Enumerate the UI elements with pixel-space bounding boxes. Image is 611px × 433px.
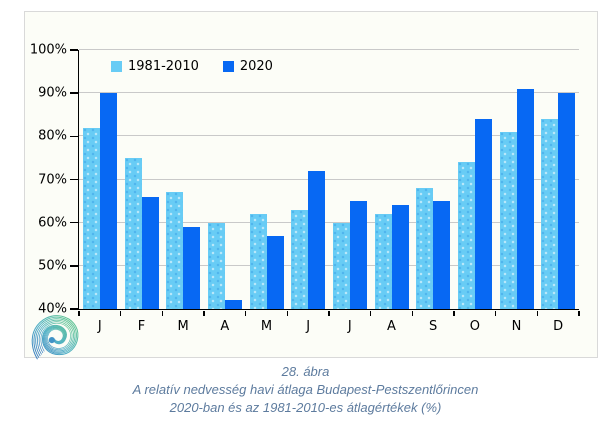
x-axis-tick: [328, 310, 330, 316]
y-axis-tick: [69, 178, 78, 181]
bar-2020-month-6: [308, 170, 326, 309]
bar-1981-2010-month-4: [207, 222, 225, 309]
legend-item-1981-2010: 1981-2010: [111, 59, 199, 74]
bar-2020-month-8: [391, 205, 409, 309]
x-axis-tick: [203, 310, 205, 316]
bar-1981-2010-month-10: [457, 162, 475, 309]
y-axis-label-70%: 70%: [38, 172, 67, 187]
spiral-strands: [31, 315, 79, 360]
legend-swatch-1981-2010: [111, 61, 122, 72]
y-axis-label-80%: 80%: [38, 128, 67, 144]
month-group-1: [79, 50, 121, 309]
month-group-4: [204, 50, 246, 309]
bar-2020-month-9: [433, 201, 451, 309]
y-axis-tick: [69, 92, 78, 94]
x-axis-tick: [536, 310, 539, 316]
x-axis-tick: [244, 310, 247, 316]
legend-label-2020: 2020: [239, 59, 273, 74]
y-axis-tick: [69, 135, 78, 138]
bar-1981-2010-month-3: [166, 192, 184, 309]
gridline-80%: [79, 135, 579, 137]
x-axis-tick: [411, 310, 414, 316]
x-axis-label-7: J: [347, 319, 352, 334]
bar-2020-month-12: [558, 93, 576, 309]
bar-groups: [79, 50, 579, 309]
bar-2020-month-11: [516, 88, 534, 309]
month-group-11: [496, 50, 538, 309]
x-axis-label-1: J: [97, 319, 102, 334]
chart-frame: 1981-2010 2020 40% 50% 60% 70% 80% 90% 100% J F M…: [24, 11, 598, 358]
month-group-8: [371, 50, 413, 309]
gridline-90%: [79, 92, 579, 94]
bar-1981-2010-month-6: [291, 209, 309, 309]
x-axis-label-11: N: [511, 319, 522, 334]
bar-2020-month-5: [266, 235, 284, 309]
gridline-70%: [79, 178, 579, 180]
x-axis-label-8: A: [387, 319, 396, 334]
y-axis-tick: [69, 308, 78, 310]
y-axis-tick: [69, 221, 78, 224]
x-axis-tick: [119, 310, 122, 316]
x-axis-tick: [453, 310, 455, 316]
y-axis-label-100%: 100%: [29, 42, 67, 58]
caption-subtitle: 2020-ban és az 1981-2010-es átlagértékek…: [169, 400, 442, 415]
x-axis-tick: [78, 310, 80, 316]
x-axis-label-12: D: [553, 319, 564, 334]
month-group-5: [246, 50, 288, 309]
bar-2020-month-4: [224, 300, 242, 309]
bar-1981-2010-month-11: [499, 132, 517, 309]
month-group-2: [121, 50, 163, 309]
spiral-center-dot: [48, 336, 55, 344]
x-axis-tick: [494, 310, 497, 316]
bar-1981-2010-month-2: [124, 157, 142, 309]
x-axis-label-10: O: [469, 319, 480, 334]
gridline-50%: [79, 264, 579, 266]
caption-title: A relatív nedvesség havi átlaga Budapest…: [132, 382, 479, 397]
x-axis-tick: [578, 310, 580, 316]
month-group-10: [454, 50, 496, 309]
y-axis-label-90%: 90%: [38, 85, 67, 101]
x-axis-label-2: F: [137, 319, 146, 334]
x-axis-tick: [286, 310, 289, 316]
bar-1981-2010-month-12: [541, 119, 559, 309]
gridline-100%: [79, 49, 579, 50]
y-axis-label-40%: 40%: [38, 301, 67, 317]
bar-1981-2010-month-7: [332, 222, 350, 309]
bar-2020-month-3: [183, 226, 201, 309]
x-axis-label-3: M: [177, 319, 189, 334]
bar-2020-month-7: [349, 201, 367, 309]
x-axis-label-9: S: [429, 319, 438, 334]
bar-2020-month-1: [99, 93, 117, 309]
plot-area: 40% 50% 60% 70% 80% 90% 100% J F M A M J J A S O N D: [30, 44, 580, 334]
bar-2020-month-10: [474, 119, 492, 309]
legend-swatch-2020: [222, 61, 234, 72]
x-axis-tick: [161, 310, 164, 316]
month-group-6: [287, 50, 329, 309]
bar-2020-month-2: [141, 196, 159, 309]
bar-1981-2010-month-1: [82, 127, 100, 309]
bar-1981-2010-month-8: [374, 214, 392, 309]
x-axis-label-6: J: [306, 319, 311, 334]
gridline-60%: [79, 221, 579, 223]
month-group-7: [329, 50, 371, 309]
month-group-12: [537, 50, 579, 309]
x-axis-label-4: A: [220, 319, 230, 334]
bar-1981-2010-month-5: [249, 214, 267, 309]
y-axis-label-50%: 50%: [38, 258, 67, 274]
y-axis-tick: [69, 265, 78, 267]
x-axis-label-5: M: [260, 319, 273, 334]
bar-1981-2010-month-9: [416, 188, 434, 309]
x-axis-tick: [369, 310, 372, 316]
legend: 1981-2010 2020: [111, 59, 273, 74]
omsz-spiral-logo: [31, 315, 79, 360]
month-group-9: [412, 50, 454, 309]
legend-label-1981-2010: 1981-2010: [128, 59, 199, 74]
caption-figure-number: 28. ábra: [281, 364, 330, 379]
y-axis-tick: [69, 49, 78, 51]
y-axis-label-60%: 60%: [38, 215, 67, 231]
month-group-3: [162, 50, 204, 309]
legend-item-2020: 2020: [222, 59, 273, 74]
figure-caption: 28. ábra A relatív nedvesség havi átlaga…: [0, 363, 611, 417]
